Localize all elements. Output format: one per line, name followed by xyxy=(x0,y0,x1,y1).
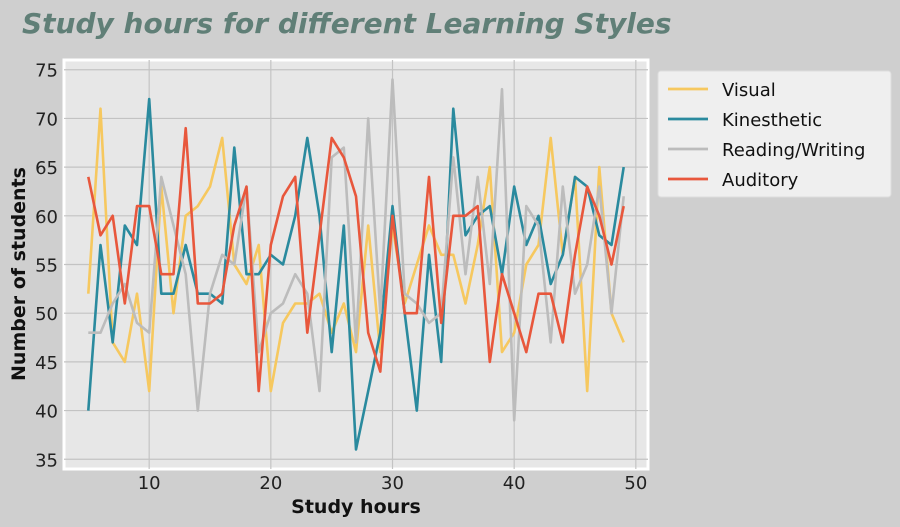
series-line-auditory xyxy=(87,126,625,393)
y-tick-label: 35 xyxy=(35,450,58,471)
y-tick-label: 50 xyxy=(35,304,58,325)
y-tick-label: 55 xyxy=(35,256,58,277)
series-line-reading-writing xyxy=(88,78,625,422)
legend-box xyxy=(657,70,892,198)
y-tick-label: 65 xyxy=(35,158,58,179)
legend-label-reading-writing: Reading/Writing xyxy=(722,140,865,161)
legend-label-visual: Visual xyxy=(722,80,776,101)
y-tick-label: 75 xyxy=(35,61,58,82)
series-line-kinesthetic xyxy=(87,97,625,451)
grid-lines xyxy=(64,60,648,469)
x-tick-label: 50 xyxy=(624,473,647,494)
x-tick-label: 20 xyxy=(259,473,282,494)
y-tick-label: 60 xyxy=(35,207,58,228)
y-tick-label: 45 xyxy=(35,353,58,374)
y-tick-label: 40 xyxy=(35,402,58,423)
legend: Visual Kinesthetic Reading/Writing Auditory xyxy=(657,70,892,198)
x-tick-label: 10 xyxy=(138,473,161,494)
legend-label-kinesthetic: Kinesthetic xyxy=(722,110,822,131)
x-tick-label: 30 xyxy=(381,473,404,494)
x-axis-label: Study hours xyxy=(291,496,421,518)
legend-label-auditory: Auditory xyxy=(722,170,799,191)
chart-title: Study hours for different Learning Style… xyxy=(22,7,671,40)
tick-labels: 35 40 45 50 55 60 65 70 75 10 20 30 40 50 xyxy=(35,61,647,494)
series-lines xyxy=(87,78,625,451)
x-tick-label: 40 xyxy=(503,473,526,494)
y-tick-label: 70 xyxy=(35,109,58,130)
y-axis-label: Number of students xyxy=(8,167,30,381)
